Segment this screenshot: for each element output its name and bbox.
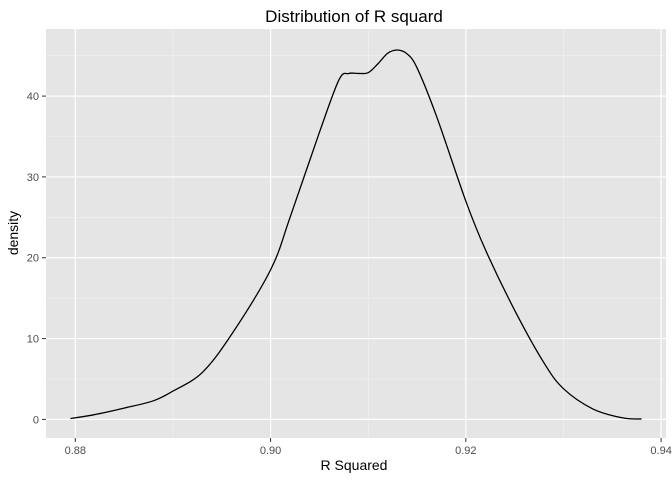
y-tick-label: 20: [27, 253, 39, 265]
x-tick-label: 0.92: [455, 445, 476, 457]
y-tick-label: 0: [33, 414, 39, 426]
y-tick-label: 40: [27, 91, 39, 103]
chart-title: Distribution of R squard: [265, 7, 443, 26]
x-axis-ticks: 0.88 0.90 0.92 0.94: [65, 438, 672, 457]
x-tick-label: 0.88: [65, 445, 86, 457]
y-tick-label: 10: [27, 334, 39, 346]
y-axis-label: density: [5, 211, 21, 255]
y-axis-ticks: 0 10 20 30 40: [27, 91, 46, 426]
minor-gridlines: [46, 29, 666, 438]
y-tick-label: 30: [27, 172, 39, 184]
x-axis-label: R Squared: [321, 457, 388, 473]
x-tick-label: 0.90: [260, 445, 281, 457]
plot-panel: [46, 29, 666, 438]
major-gridlines: [46, 29, 666, 438]
density-curve: [70, 49, 642, 420]
x-tick-label: 0.94: [650, 445, 671, 457]
